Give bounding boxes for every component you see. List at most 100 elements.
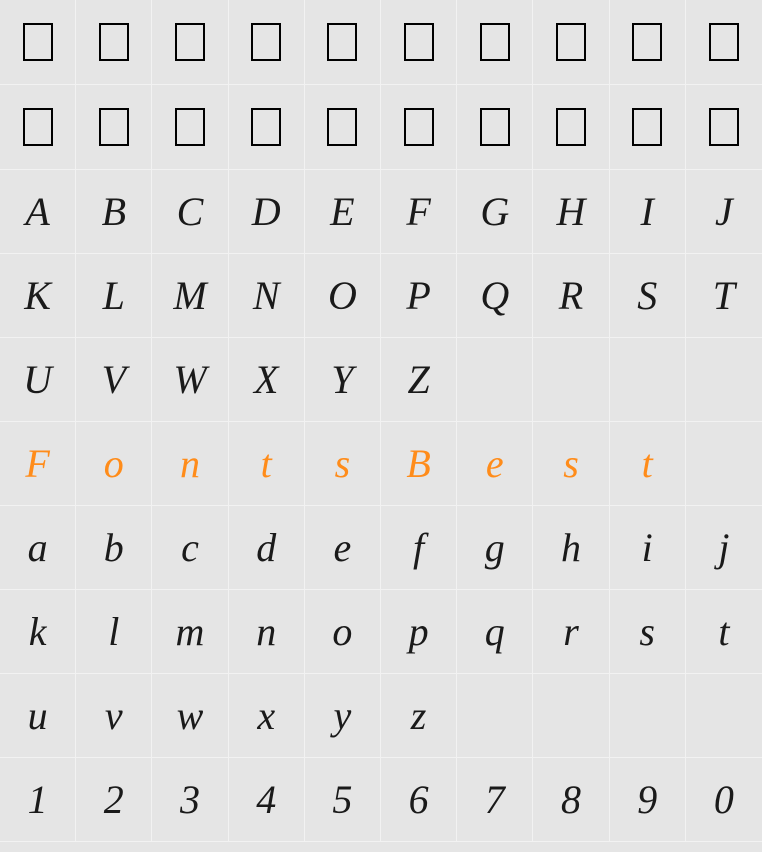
glyph-cell: a [0, 506, 76, 590]
glyph-char: r [563, 608, 579, 655]
glyph-cell [457, 0, 533, 85]
glyph-cell: G [457, 170, 533, 254]
glyph-cell: k [0, 590, 76, 674]
empty-glyph-box [99, 108, 129, 146]
glyph-char: t [642, 440, 653, 487]
glyph-char: O [328, 272, 357, 319]
glyph-cell [457, 674, 533, 758]
empty-glyph-box [175, 108, 205, 146]
glyph-cell [457, 85, 533, 170]
glyph-char: W [173, 356, 206, 403]
glyph-char: 6 [409, 776, 429, 823]
glyph-char: o [332, 608, 352, 655]
glyph-cell [76, 85, 152, 170]
glyph-char: b [104, 524, 124, 571]
glyph-cell: g [457, 506, 533, 590]
glyph-cell: q [457, 590, 533, 674]
empty-glyph-box [23, 23, 53, 61]
glyph-cell: 1 [0, 758, 76, 842]
glyph-char: 2 [104, 776, 124, 823]
glyph-char: 1 [28, 776, 48, 823]
glyph-char: Z [407, 356, 429, 403]
empty-glyph-box [632, 23, 662, 61]
glyph-cell: m [152, 590, 228, 674]
glyph-cell: C [152, 170, 228, 254]
glyph-char: u [28, 692, 48, 739]
glyph-cell [686, 0, 762, 85]
glyph-char: 9 [637, 776, 657, 823]
glyph-cell: r [533, 590, 609, 674]
glyph-char: c [181, 524, 199, 571]
glyph-cell: Z [381, 338, 457, 422]
glyph-cell: 8 [533, 758, 609, 842]
glyph-cell: n [152, 422, 228, 506]
glyph-cell [381, 0, 457, 85]
empty-glyph-box [556, 23, 586, 61]
glyph-cell: H [533, 170, 609, 254]
glyph-cell: o [305, 590, 381, 674]
glyph-char: e [486, 440, 504, 487]
glyph-cell: s [533, 422, 609, 506]
glyph-cell: U [0, 338, 76, 422]
glyph-char: 3 [180, 776, 200, 823]
empty-glyph-box [251, 108, 281, 146]
glyph-cell [533, 674, 609, 758]
glyph-cell [610, 85, 686, 170]
glyph-char: U [23, 356, 52, 403]
glyph-cell: s [305, 422, 381, 506]
glyph-char: Q [480, 272, 509, 319]
glyph-cell [533, 0, 609, 85]
glyph-cell: L [76, 254, 152, 338]
glyph-cell: 7 [457, 758, 533, 842]
empty-glyph-box [23, 108, 53, 146]
glyph-cell: N [229, 254, 305, 338]
glyph-cell: X [229, 338, 305, 422]
glyph-char: J [715, 188, 733, 235]
empty-glyph-box [327, 23, 357, 61]
glyph-char: k [29, 608, 47, 655]
glyph-cell: J [686, 170, 762, 254]
glyph-cell [686, 85, 762, 170]
glyph-cell: b [76, 506, 152, 590]
glyph-char: F [25, 440, 49, 487]
glyph-char: D [252, 188, 281, 235]
glyph-cell: 3 [152, 758, 228, 842]
glyph-cell [305, 85, 381, 170]
glyph-char: K [24, 272, 51, 319]
character-map-grid: ABCDEFGHIJKLMNOPQRSTUVWXYZFontsBestabcde… [0, 0, 762, 852]
glyph-cell: t [229, 422, 305, 506]
glyph-cell: T [686, 254, 762, 338]
glyph-cell: 9 [610, 758, 686, 842]
glyph-char: 4 [256, 776, 276, 823]
glyph-cell: R [533, 254, 609, 338]
glyph-cell: p [381, 590, 457, 674]
empty-glyph-box [251, 23, 281, 61]
glyph-char: G [480, 188, 509, 235]
glyph-cell: M [152, 254, 228, 338]
glyph-cell: z [381, 674, 457, 758]
glyph-char: s [335, 440, 351, 487]
glyph-cell [610, 674, 686, 758]
glyph-cell [610, 338, 686, 422]
glyph-cell [0, 85, 76, 170]
glyph-cell: s [610, 590, 686, 674]
glyph-cell: v [76, 674, 152, 758]
glyph-char: L [103, 272, 125, 319]
glyph-cell [229, 85, 305, 170]
glyph-cell: B [76, 170, 152, 254]
glyph-cell: F [381, 170, 457, 254]
glyph-char: B [406, 440, 430, 487]
glyph-cell: B [381, 422, 457, 506]
glyph-char: i [642, 524, 653, 571]
glyph-cell: h [533, 506, 609, 590]
glyph-char: t [718, 608, 729, 655]
empty-glyph-box [632, 108, 662, 146]
glyph-cell: 5 [305, 758, 381, 842]
glyph-cell: P [381, 254, 457, 338]
glyph-cell: l [76, 590, 152, 674]
glyph-char: s [639, 608, 655, 655]
glyph-cell: W [152, 338, 228, 422]
glyph-cell [686, 674, 762, 758]
glyph-cell: V [76, 338, 152, 422]
empty-glyph-box [709, 23, 739, 61]
